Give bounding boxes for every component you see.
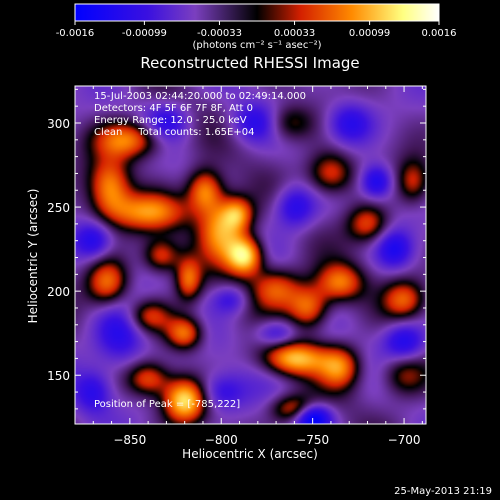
annotation-block: 15-Jul-2003 02:44:20.000 to 02:49:14.000… bbox=[94, 91, 306, 410]
colorbar-tick-label: 0.0016 bbox=[422, 28, 457, 39]
x-tick-label: −800 bbox=[205, 433, 238, 447]
x-axis-label: Heliocentric X (arcsec) bbox=[182, 447, 318, 461]
x-axis-ticks: −850 −800 −750 −700 bbox=[74, 86, 423, 447]
colorbar-tick-label: 0.00033 bbox=[274, 28, 315, 39]
colorbar-ticks: -0.0016 -0.00099 -0.00033 0.00033 0.00099 0.0… bbox=[56, 21, 457, 39]
colorbar: -0.0016 -0.00099 -0.00033 0.00033 0.00099 0.0… bbox=[56, 3, 457, 51]
y-tick-label: 300 bbox=[47, 117, 70, 131]
y-axis-label: Heliocentric Y (arcsec) bbox=[26, 189, 40, 324]
y-tick-label: 200 bbox=[47, 285, 70, 299]
annotation-energy-range: Energy Range: 12.0 - 25.0 keV bbox=[94, 115, 247, 126]
x-tick-label: −850 bbox=[113, 433, 146, 447]
heatmap-region bbox=[75, 86, 426, 424]
y-axis-ticks: 150 200 250 300 bbox=[47, 88, 426, 410]
colorbar-tick-label: -0.00033 bbox=[197, 28, 242, 39]
footer-timestamp: 25-May-2013 21:19 bbox=[394, 486, 492, 497]
annotation-peak-position: Position of Peak = [-785,222] bbox=[94, 399, 240, 410]
colorbar-tick-label: 0.00099 bbox=[349, 28, 390, 39]
x-tick-label: −700 bbox=[388, 433, 421, 447]
plot-frame bbox=[74, 85, 427, 425]
colorbar-tick-label: -0.00099 bbox=[122, 28, 167, 39]
colorbar-gradient bbox=[74, 3, 440, 22]
colorbar-tick-label: -0.0016 bbox=[56, 28, 95, 39]
annotation-time-range: 15-Jul-2003 02:44:20.000 to 02:49:14.000 bbox=[94, 91, 306, 102]
annotation-total-counts: Clean Total counts: 1.65E+04 bbox=[94, 127, 254, 138]
colorbar-unit-label: (photons cm⁻² s⁻¹ asec⁻²) bbox=[192, 40, 321, 51]
y-tick-label: 150 bbox=[47, 369, 70, 383]
heatmap-image bbox=[75, 86, 426, 424]
x-tick-label: −750 bbox=[296, 433, 329, 447]
annotation-detectors: Detectors: 4F 5F 6F 7F 8F, Att 0 bbox=[94, 103, 253, 114]
chart-title: Reconstructed RHESSI Image bbox=[140, 54, 359, 72]
y-tick-label: 250 bbox=[47, 201, 70, 215]
